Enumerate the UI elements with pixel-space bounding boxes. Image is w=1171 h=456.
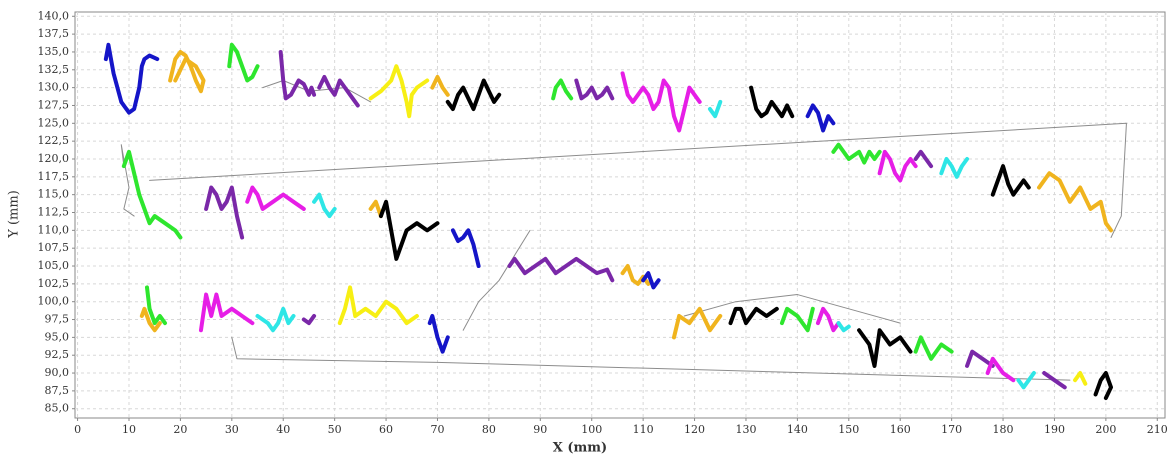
stroke (317, 74, 360, 108)
x-tick-label: 190 (1044, 423, 1065, 436)
y-tick-label: 125,0 (38, 116, 70, 129)
y-tick-label: 102,5 (38, 277, 70, 290)
stroke (815, 306, 841, 333)
stroke (1073, 371, 1088, 386)
y-tick-label: 135,0 (38, 45, 70, 58)
x-tick-label: 30 (225, 423, 239, 436)
stroke (378, 199, 440, 261)
stroke (985, 356, 1016, 383)
stroke (805, 103, 836, 133)
stroke (1093, 371, 1114, 401)
stroke (255, 306, 296, 333)
y-tick-label: 97,5 (45, 313, 70, 326)
stroke (245, 185, 306, 211)
stroke (312, 192, 337, 219)
stroke (620, 71, 702, 133)
x-tick-label: 140 (787, 423, 808, 436)
x-tick-label: 130 (735, 423, 756, 436)
x-tick-label: 40 (276, 423, 290, 436)
y-axis-label: Y (mm) (7, 190, 22, 239)
x-tick-label: 10 (122, 423, 136, 436)
x-tick-label: 200 (1095, 423, 1116, 436)
x-tick-label: 50 (328, 423, 342, 436)
y-tick-label: 130,0 (38, 81, 70, 94)
y-tick-label: 127,5 (38, 98, 70, 111)
stroke (749, 85, 795, 119)
y-tick-label: 122,5 (38, 134, 70, 147)
stroke (877, 149, 918, 183)
y-tick-label: 105,0 (38, 259, 70, 272)
stroke (368, 64, 430, 119)
stroke (368, 199, 383, 219)
y-tick-label: 112,5 (38, 206, 70, 219)
stroke (857, 328, 913, 368)
stroke (707, 99, 723, 119)
stroke (427, 313, 450, 354)
x-tick-label: 80 (482, 423, 496, 436)
y-tick-label: 87,5 (45, 384, 70, 397)
x-tick-label: 0 (74, 423, 81, 436)
stroke (144, 285, 167, 326)
stroke (831, 142, 882, 165)
y-tick-label: 140,0 (38, 9, 70, 22)
y-tick-label: 100,0 (38, 295, 70, 308)
stroke (450, 228, 481, 269)
x-tick-label: 160 (890, 423, 911, 436)
y-tick-label: 132,5 (38, 63, 70, 76)
y-tick-label: 120,0 (38, 152, 70, 165)
y-tick-label: 110,0 (38, 223, 70, 236)
stroke (671, 306, 723, 340)
y-tick-label: 115,0 (38, 188, 70, 201)
x-tick-label: 60 (379, 423, 393, 436)
stroke (728, 306, 779, 326)
x-tick-label: 100 (581, 423, 602, 436)
x-tick-label: 170 (941, 423, 962, 436)
stroke (445, 78, 502, 112)
stroke (103, 42, 160, 115)
stroke (121, 149, 183, 240)
stroke (1016, 371, 1036, 390)
stroke (779, 306, 815, 333)
y-tick-label: 95,0 (45, 330, 70, 343)
x-tick-label: 120 (684, 423, 705, 436)
stroke (507, 256, 615, 283)
x-axis-label: X (mm) (553, 441, 607, 456)
stroke (337, 285, 419, 326)
stroke (913, 149, 934, 169)
stroke (965, 349, 995, 368)
stroke (168, 49, 206, 94)
x-tick-label: 20 (173, 423, 187, 436)
stroke (278, 49, 317, 101)
stroke (430, 74, 450, 97)
plot-area (74, 11, 1166, 419)
stroke (227, 42, 260, 83)
y-tick-label: 92,5 (45, 348, 70, 361)
y-tick-label: 117,5 (38, 170, 70, 183)
stroke (641, 271, 661, 290)
stroke (990, 164, 1031, 197)
x-tick-label: 90 (533, 423, 547, 436)
y-tick-label: 137,5 (38, 27, 70, 40)
stroke (139, 306, 162, 333)
y-tick-label: 90,0 (45, 366, 70, 379)
x-tick-label: 210 (1147, 423, 1168, 436)
y-tick-label: 107,5 (38, 241, 70, 254)
stroke (836, 321, 851, 333)
stroke (913, 335, 954, 361)
stroke (939, 156, 970, 179)
x-tick-label: 70 (430, 423, 444, 436)
stroke (198, 292, 255, 333)
stroke (574, 78, 615, 101)
stroke (1042, 371, 1067, 390)
x-tick-label: 110 (633, 423, 654, 436)
stroke (551, 78, 574, 101)
x-tick-label: 150 (838, 423, 859, 436)
stroke (1037, 171, 1114, 233)
y-tick-label: 85,0 (45, 402, 70, 415)
stroke (204, 185, 245, 240)
x-tick-label: 180 (993, 423, 1014, 436)
stroke (301, 313, 317, 326)
